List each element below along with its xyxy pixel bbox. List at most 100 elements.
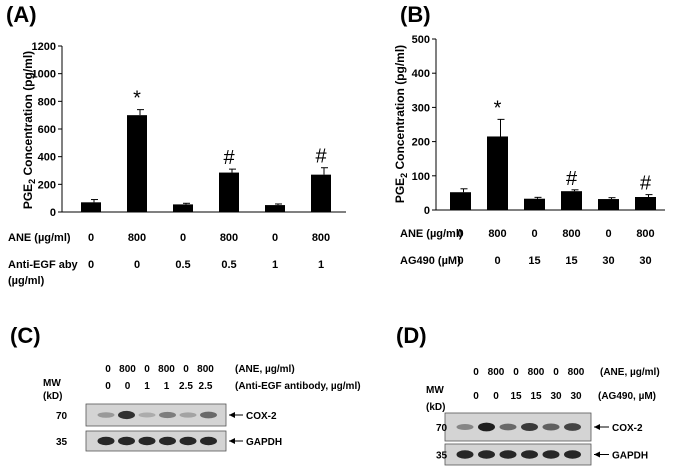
blot-d-ane-value: 800 — [528, 367, 545, 378]
chart-b-condition-value: 15 — [528, 255, 540, 267]
chart-b-bar — [487, 136, 508, 210]
blot-c-gapdh-band — [159, 436, 176, 446]
chart-b-condition-value: 0 — [494, 255, 500, 267]
chart-a-ytick-label: 1000 — [32, 69, 56, 81]
chart-b-condition-value: 0 — [457, 255, 463, 267]
blot-d-mw-label: MW — [426, 385, 444, 396]
blot-d-arrow-head — [594, 451, 600, 458]
panel-label-c: (C) — [10, 323, 41, 348]
blot-c-treatment-value: 2.5 — [199, 381, 213, 392]
chart-a-condition-value: 800 — [220, 232, 238, 244]
blot-c-gapdh-band — [200, 436, 217, 446]
chart-b-condition-value: 800 — [636, 228, 654, 240]
chart-b-bar — [450, 192, 471, 210]
blot-c-ane-value: 0 — [183, 364, 189, 375]
blot-d: (ANE, µg/ml) (AG490, µM) MW (kD) 0 800 0 80… — [426, 367, 660, 466]
blot-d-cox-2-band — [456, 424, 474, 430]
chart-a-condition-value: 0 — [88, 232, 94, 244]
chart-b-significance-star: * — [494, 97, 502, 119]
chart-a-condition-value: 0.5 — [175, 259, 190, 271]
blot-d-arrow-head — [594, 424, 600, 430]
blot-c-ane-value: 800 — [197, 364, 214, 375]
chart-b-bar — [561, 191, 582, 210]
chart-a-condition-value: 800 — [312, 232, 330, 244]
blot-d-treatment-value: 0 — [473, 391, 479, 402]
blot-c-mw-marker: 35 — [56, 437, 68, 448]
chart-b: PGE2 Concentration (pg/ml) ANE (µg/ml) A… — [393, 34, 665, 267]
blot-d-gapdh-band — [542, 450, 560, 459]
blot-c-gapdh-band — [118, 436, 135, 446]
blot-d-row1-label: (ANE, µg/ml) — [600, 367, 660, 378]
chart-a-ytick-label: 0 — [50, 207, 56, 219]
chart-b-ytick-label: 0 — [424, 205, 430, 217]
chart-b-condition-value: 0 — [531, 228, 537, 240]
blot-d-band-name: COX-2 — [612, 423, 643, 434]
chart-b-cond2-label: AG490 (µM) — [400, 255, 461, 267]
blot-c-ane-value: 0 — [144, 364, 150, 375]
chart-a-significance-star: * — [133, 88, 141, 110]
chart-b-significance-hash: # — [640, 173, 652, 195]
chart-a-bar — [81, 202, 101, 212]
blot-d-row2-label: (AG490, µM) — [598, 391, 656, 402]
chart-b-significance-hash: # — [566, 168, 578, 190]
blot-c-treatment-value: 0 — [125, 381, 131, 392]
chart-a-condition-value: 0 — [134, 259, 140, 271]
blot-c-arrow-head — [229, 412, 235, 418]
chart-a-condition-value: 1 — [318, 259, 324, 271]
blot-d-ane-value: 800 — [488, 367, 505, 378]
blot-d-ane-value: 0 — [513, 367, 519, 378]
blot-c-cox-2-band — [138, 412, 156, 418]
blot-c-band-name: COX-2 — [246, 411, 277, 422]
chart-b-condition-value: 800 — [562, 228, 580, 240]
blot-d-cox-2-band — [521, 423, 538, 431]
blot-d-gapdh-band — [478, 450, 495, 459]
blot-c-ane-value: 0 — [105, 364, 111, 375]
blot-d-gapdh-strip — [444, 443, 592, 466]
chart-b-ytick-label: 100 — [412, 171, 430, 183]
chart-a-condition-value: 800 — [128, 232, 146, 244]
blot-d-gapdh-band — [521, 450, 538, 459]
chart-b-bar — [635, 197, 656, 210]
panel-label-a: (A) — [6, 2, 37, 27]
blot-d-cox-2-band — [564, 423, 581, 431]
chart-a-ytick-label: 800 — [38, 96, 56, 108]
blot-c-ane-value: 800 — [158, 364, 175, 375]
chart-b-condition-value: 800 — [488, 228, 506, 240]
chart-b-ylabel: PGE2 Concentration (pg/ml) — [393, 45, 409, 203]
chart-a-condition-value: 0 — [88, 259, 94, 271]
blot-c-treatment-value: 1 — [164, 381, 170, 392]
blot-c-cox-2-band — [97, 412, 115, 418]
blot-c-mw-marker: 70 — [56, 411, 68, 422]
chart-a-ytick-label: 1200 — [32, 41, 56, 53]
blot-c-gapdh-band — [179, 436, 197, 446]
blot-c-treatment-value: 2.5 — [179, 381, 193, 392]
blot-c-treatment-value: 0 — [105, 381, 111, 392]
chart-b-condition-value: 15 — [565, 255, 577, 267]
chart-a-bar — [265, 205, 285, 212]
blot-d-treatment-value: 15 — [530, 391, 542, 402]
blot-c-row1-label: (ANE, µg/ml) — [235, 364, 295, 375]
blot-c-row2-label: (Anti-EGF antibody, µg/ml) — [235, 381, 361, 392]
chart-a-bar — [219, 172, 239, 212]
blot-d-cox-2-band — [499, 423, 517, 431]
blot-d-ane-value: 0 — [553, 367, 559, 378]
chart-b-condition-value: 30 — [602, 255, 614, 267]
chart-b-ytick-label: 400 — [412, 68, 430, 80]
blot-c-ane-value: 800 — [119, 364, 136, 375]
blot-d-gapdh-band — [564, 450, 581, 459]
chart-a-significance-hash: # — [223, 147, 235, 169]
chart-a-ytick-label: 200 — [38, 179, 56, 191]
chart-a-bar — [311, 174, 331, 212]
chart-a-cond2-label: Anti-EGF aby — [8, 259, 79, 271]
chart-b-bar — [524, 198, 545, 210]
chart-b-condition-value: 0 — [605, 228, 611, 240]
blot-d-kd-label: (kD) — [426, 402, 445, 413]
blot-c: (ANE, µg/ml) (Anti-EGF antibody, µg/ml) … — [43, 364, 361, 452]
chart-a-bar — [127, 115, 147, 212]
blot-d-mw-marker: 70 — [436, 423, 448, 434]
blot-c-gapdh-band — [138, 436, 156, 446]
chart-a-bar — [173, 204, 193, 212]
blot-d-band-name: GAPDH — [612, 451, 648, 462]
chart-b-condition-value: 30 — [639, 255, 651, 267]
